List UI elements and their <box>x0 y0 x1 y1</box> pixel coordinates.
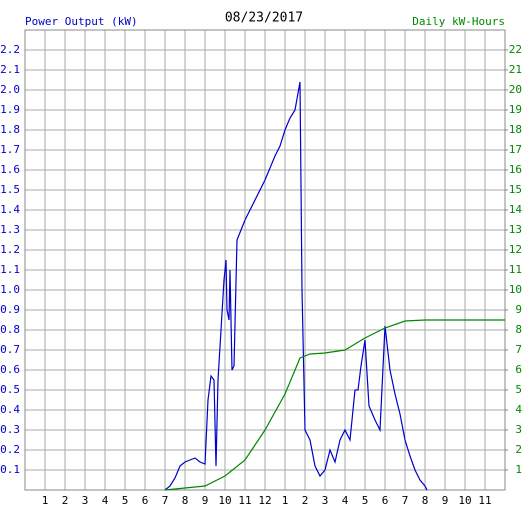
y-tick-label: 1.9 <box>0 103 20 116</box>
plot-frame <box>24 29 506 491</box>
y-tick-label: 0.3 <box>0 423 20 436</box>
y2-tick-label: 6 <box>515 363 522 376</box>
x-tick-label: 10 <box>218 494 231 507</box>
y-tick-label: 0.6 <box>0 363 20 376</box>
y2-tick-label: 20 <box>509 83 522 96</box>
y-tick-label: 1.4 <box>0 203 20 216</box>
y2-tick-label: 14 <box>509 203 523 216</box>
y2-tick-label: 4 <box>515 403 522 416</box>
x-tick-label: 7 <box>162 494 169 507</box>
data-line <box>164 81 428 491</box>
data-line <box>164 319 505 491</box>
x-tick-label: 5 <box>362 494 369 507</box>
x-tick-label: 10 <box>458 494 471 507</box>
y-axis-label: Power Output (kW) <box>25 15 138 28</box>
x-tick-label: 2 <box>62 494 69 507</box>
y2-tick-label: 16 <box>509 163 522 176</box>
x-tick-label: 6 <box>382 494 389 507</box>
y-tick-label: 0.4 <box>0 403 20 416</box>
y-tick-label: 0.1 <box>0 463 20 476</box>
y-tick-label: 1.2 <box>0 243 20 256</box>
x-tick-label: 9 <box>202 494 209 507</box>
y2-tick-label: 11 <box>509 263 522 276</box>
y-tick-label: 1.5 <box>0 183 20 196</box>
x-tick-label: 7 <box>402 494 409 507</box>
x-tick-label: 4 <box>102 494 109 507</box>
y-tick-label: 1.0 <box>0 283 20 296</box>
y-tick-label: 1.1 <box>0 263 20 276</box>
y-tick-label: 2.2 <box>0 43 20 56</box>
y-tick-label: 1.8 <box>0 123 20 136</box>
chart-title: 08/23/2017 <box>225 11 303 26</box>
x-tick-label: 1 <box>282 494 289 507</box>
y2-tick-label: 8 <box>515 323 522 336</box>
x-tick-label: 3 <box>322 494 329 507</box>
x-tick-label: 11 <box>478 494 491 507</box>
x-tick-label: 12 <box>258 494 271 507</box>
y-tick-label: 2.1 <box>0 63 20 76</box>
y2-tick-label: 9 <box>515 303 522 316</box>
y2-tick-label: 5 <box>515 383 522 396</box>
y2-tick-label: 19 <box>509 103 522 116</box>
y-tick-label: 1.3 <box>0 223 20 236</box>
y-tick-label: 0.8 <box>0 323 20 336</box>
x-tick-label: 11 <box>238 494 251 507</box>
y-tick-label: 2.0 <box>0 83 20 96</box>
y2-tick-label: 22 <box>509 43 522 56</box>
y2-tick-label: 17 <box>509 143 522 156</box>
y2-tick-label: 13 <box>509 223 522 236</box>
y-tick-label: 0.7 <box>0 343 20 356</box>
y2-tick-label: 10 <box>509 283 522 296</box>
y2-tick-label: 2 <box>515 443 522 456</box>
y-tick-label: 1.7 <box>0 143 20 156</box>
y-tick-label: 0.5 <box>0 383 20 396</box>
y2-tick-label: 21 <box>509 63 522 76</box>
x-tick-label: 3 <box>82 494 89 507</box>
x-tick-label: 8 <box>422 494 429 507</box>
x-tick-label: 5 <box>122 494 129 507</box>
y-tick-label: 0.2 <box>0 443 20 456</box>
x-tick-label: 2 <box>302 494 309 507</box>
y2-tick-label: 15 <box>509 183 522 196</box>
y2-tick-label: 7 <box>515 343 522 356</box>
y-tick-label: 0.9 <box>0 303 20 316</box>
y2-tick-label: 12 <box>509 243 522 256</box>
x-tick-label: 1 <box>42 494 49 507</box>
x-tick-label: 6 <box>142 494 149 507</box>
y2-tick-label: 3 <box>515 423 522 436</box>
x-tick-label: 9 <box>442 494 449 507</box>
y2-axis-label: Daily kW-Hours <box>412 15 505 28</box>
x-tick-label: 8 <box>182 494 189 507</box>
y2-tick-label: 18 <box>509 123 522 136</box>
x-tick-label: 4 <box>342 494 349 507</box>
y-tick-label: 1.6 <box>0 163 20 176</box>
y2-tick-label: 1 <box>515 463 522 476</box>
